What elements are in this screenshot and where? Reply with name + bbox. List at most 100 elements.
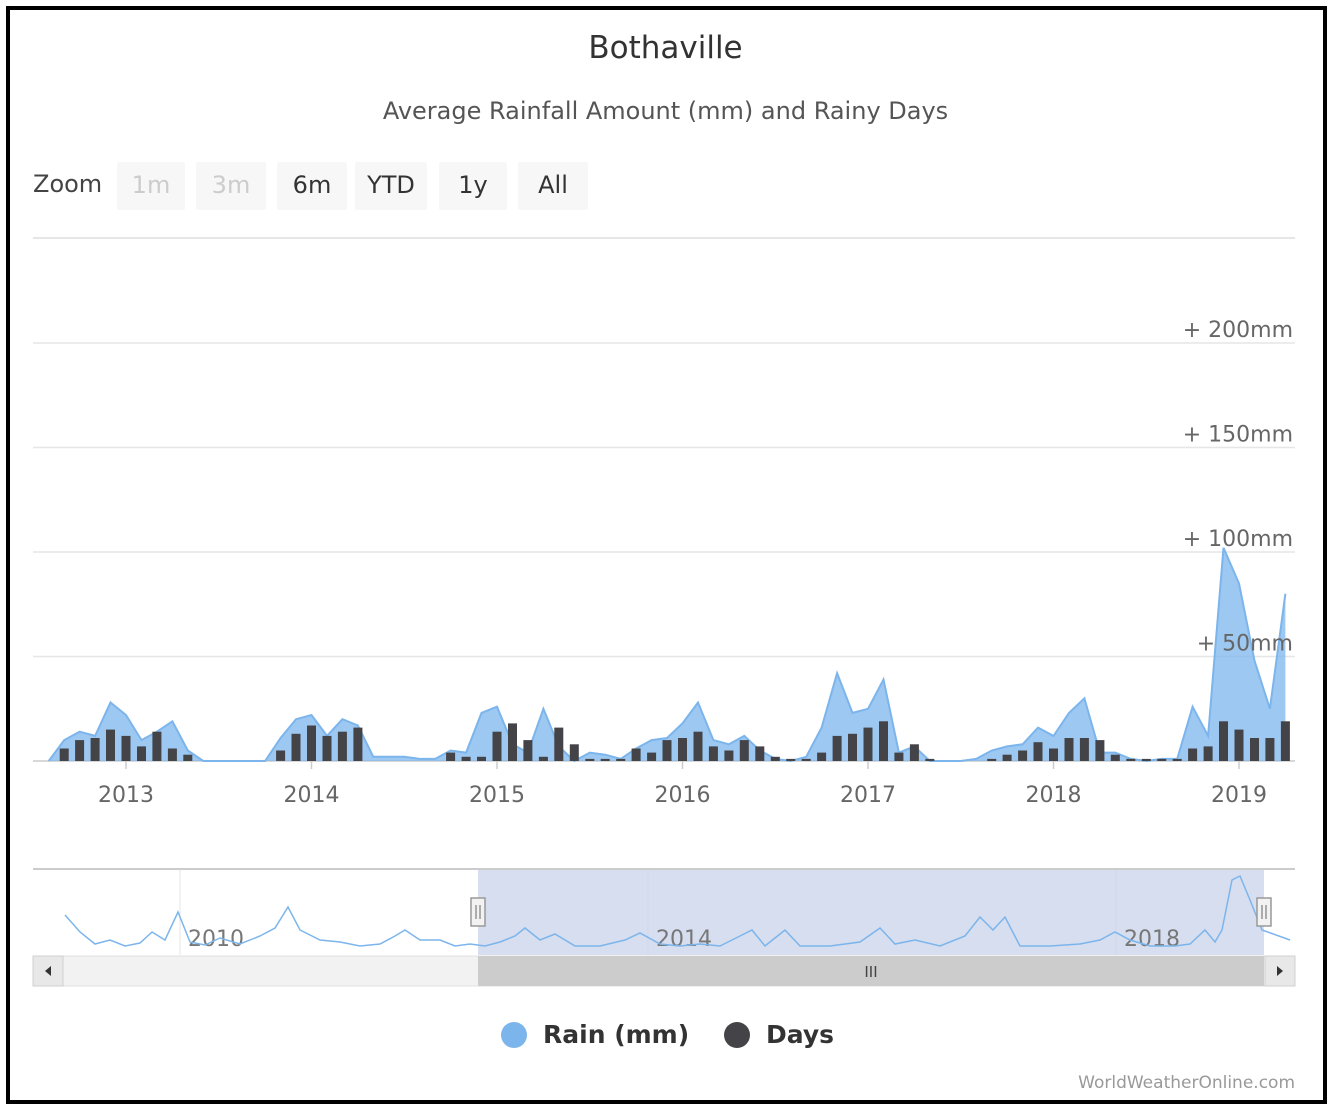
days-bar — [631, 748, 641, 761]
x-tick-label: 2019 — [1211, 783, 1267, 808]
days-bar — [600, 758, 610, 761]
days-bar — [817, 752, 827, 761]
days-bar — [1018, 750, 1028, 761]
days-bar — [662, 740, 672, 761]
days-bar — [1280, 721, 1290, 761]
days-bar — [894, 752, 904, 761]
y-tick-label: + 150mm — [1183, 423, 1293, 448]
days-bar — [1079, 738, 1089, 761]
days-bar — [879, 721, 888, 761]
chart-title: Bothaville — [588, 30, 743, 66]
zoom-3m-button: 3m — [196, 162, 266, 210]
days-bar — [121, 735, 131, 761]
zoom-all-button[interactable]: All — [518, 162, 588, 210]
chart-subtitle: Average Rainfall Amount (mm) and Rainy D… — [382, 97, 949, 125]
days-bar — [801, 758, 811, 761]
rain-area-fill — [48, 547, 1286, 761]
x-tick-label: 2017 — [840, 783, 896, 808]
days-bar — [678, 738, 687, 761]
days-bar — [1172, 758, 1182, 761]
scrollbar-grip: III — [864, 963, 877, 981]
rain-line — [47, 547, 1287, 763]
zoom-1y-button[interactable]: 1y — [439, 162, 507, 210]
days-bar — [1188, 748, 1198, 761]
x-tick-label: 2016 — [655, 783, 711, 808]
days-bar — [724, 750, 734, 761]
days-bar — [739, 740, 749, 761]
days-bar — [353, 727, 363, 761]
x-axis-labels: 2013 2014 2015 2016 2017 2018 2019 — [98, 761, 1267, 808]
days-bar — [770, 756, 780, 761]
days-bar — [693, 731, 703, 761]
zoom-1m-button: 1m — [117, 162, 185, 210]
grid-lines — [33, 342, 1295, 762]
days-bar — [1141, 758, 1151, 761]
days-bar — [477, 756, 486, 761]
days-bar — [1157, 758, 1167, 761]
days-bar — [446, 752, 456, 761]
navigator-handle-right[interactable] — [1256, 897, 1272, 927]
zoom-label: Zoom — [33, 170, 103, 198]
legend-days-label: Days — [766, 1020, 835, 1049]
days-bar — [75, 740, 85, 761]
days-bar — [276, 750, 286, 761]
scroll-left-button[interactable] — [32, 955, 64, 987]
scrollbar-thumb[interactable] — [478, 956, 1264, 986]
days-bar — [1265, 738, 1275, 761]
days-bar — [106, 729, 115, 761]
days-bar — [337, 731, 347, 761]
days-bar — [307, 725, 316, 761]
days-bar — [137, 746, 146, 761]
scroll-right-button[interactable] — [1264, 955, 1296, 987]
legend-rain-marker — [501, 1021, 527, 1048]
days-bar — [523, 740, 533, 761]
days-bar — [1234, 729, 1244, 761]
navigator-year-2014: 2014 — [656, 927, 712, 952]
days-bar — [616, 758, 626, 761]
days-bar — [647, 752, 657, 761]
days-bar — [786, 758, 796, 761]
days-bar — [1110, 754, 1120, 761]
y-axis-labels: + 50mm + 100mm + 150mm + 200mm — [1183, 318, 1293, 657]
days-bar — [987, 758, 997, 761]
y-tick-label: + 200mm — [1183, 318, 1293, 343]
days-bar — [508, 723, 517, 761]
legend-days-marker — [724, 1021, 750, 1048]
navigator-series-line — [64, 874, 1291, 948]
days-bar — [1126, 758, 1136, 761]
credits-link[interactable]: WorldWeatherOnline.com — [1078, 1073, 1295, 1093]
days-series — [59, 721, 1290, 761]
days-bar — [755, 746, 765, 761]
rain-series — [47, 547, 1287, 763]
days-bar — [461, 756, 471, 761]
days-bar — [1250, 738, 1259, 761]
y-tick-label: + 100mm — [1183, 527, 1293, 552]
days-bar — [708, 746, 718, 761]
arrow-left-icon — [45, 966, 51, 976]
x-tick-label: 2014 — [284, 783, 340, 808]
days-bar — [492, 731, 502, 761]
navigator-year-2018: 2018 — [1124, 927, 1180, 952]
days-bar — [1049, 748, 1058, 761]
x-tick-label: 2013 — [98, 783, 154, 808]
days-bar — [59, 748, 69, 761]
x-tick-label: 2018 — [1026, 783, 1082, 808]
x-tick-label: 2015 — [469, 783, 525, 808]
days-bar — [585, 758, 595, 761]
days-bar — [322, 735, 332, 761]
days-bar — [291, 733, 301, 761]
days-bar — [183, 754, 193, 761]
days-bar — [1002, 754, 1012, 761]
legend-item-days[interactable]: Days — [724, 1020, 834, 1049]
navigator-handle-left[interactable] — [470, 897, 486, 927]
days-bar — [167, 748, 177, 761]
days-bar — [1203, 746, 1213, 761]
zoom-6m-button[interactable]: 6m — [277, 162, 347, 210]
days-bar — [538, 756, 548, 761]
legend-rain-label: Rain (mm) — [543, 1020, 690, 1049]
legend-item-rain[interactable]: Rain (mm) — [501, 1020, 689, 1049]
days-bar — [1033, 742, 1043, 761]
arrow-right-icon — [1277, 966, 1283, 976]
zoom-ytd-button[interactable]: YTD — [355, 162, 427, 210]
